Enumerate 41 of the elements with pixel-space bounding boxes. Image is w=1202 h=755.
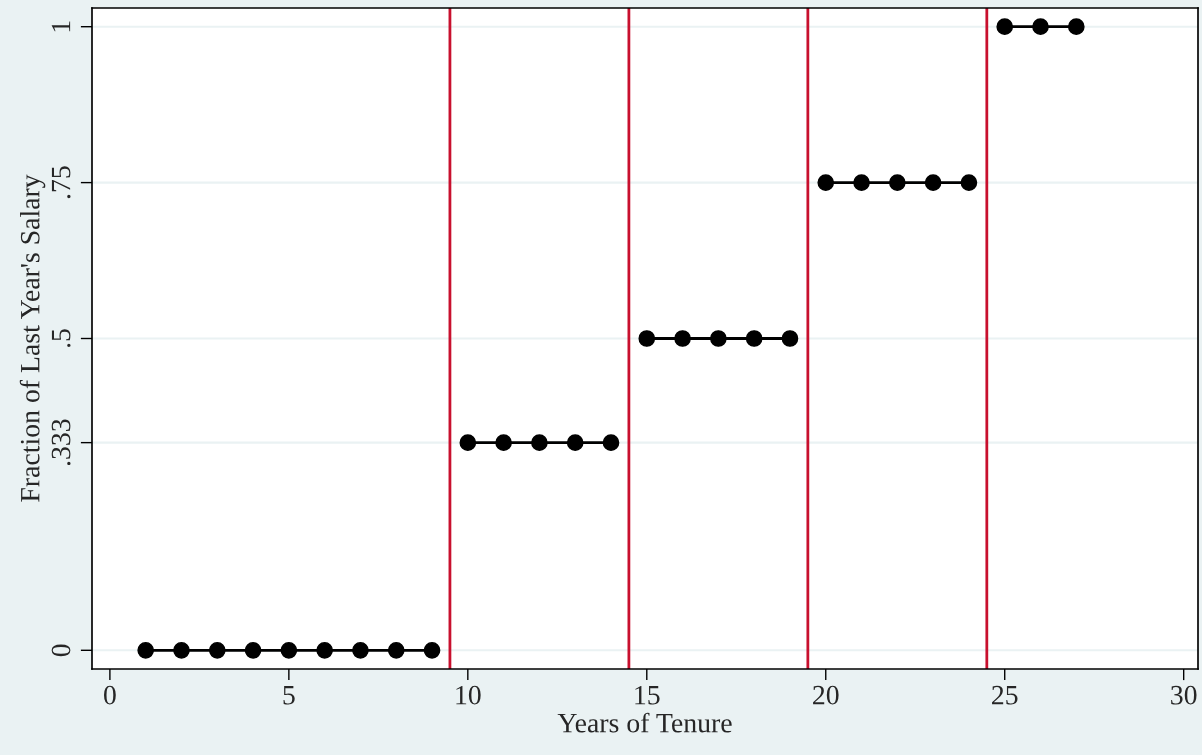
point xyxy=(1032,18,1049,36)
point xyxy=(244,641,262,659)
x-axis-title: Years of Tenure xyxy=(557,712,732,733)
point xyxy=(745,330,763,347)
x-tick-label: 25 xyxy=(992,685,1018,705)
point xyxy=(137,641,155,659)
point xyxy=(960,174,978,191)
point xyxy=(889,174,906,191)
point xyxy=(817,174,835,191)
point xyxy=(459,434,477,451)
y-tick-label: 0 xyxy=(51,644,71,657)
y-tick-label: .5 xyxy=(51,329,71,348)
point xyxy=(602,434,620,451)
point xyxy=(387,641,405,659)
point xyxy=(316,641,333,659)
point xyxy=(423,641,441,659)
point xyxy=(566,434,584,451)
y-tick-label: .75 xyxy=(51,166,71,199)
point xyxy=(531,434,548,451)
point xyxy=(924,174,942,191)
point xyxy=(638,330,656,347)
x-tick-label: 15 xyxy=(635,685,660,705)
point xyxy=(674,330,691,347)
x-tick-label: 10 xyxy=(456,685,481,705)
point xyxy=(352,641,369,659)
point xyxy=(208,641,226,659)
x-tick-label: 5 xyxy=(283,686,295,705)
point xyxy=(996,18,1014,36)
y-tick-label: .333 xyxy=(51,419,71,466)
point xyxy=(710,330,727,347)
y-axis-title: Fraction of Last Year's Salary xyxy=(19,174,46,502)
x-tick-label: 30 xyxy=(1171,685,1197,705)
point xyxy=(280,641,298,659)
point xyxy=(495,434,512,451)
point xyxy=(781,330,799,347)
x-tick-label: 20 xyxy=(813,685,839,705)
point xyxy=(1067,18,1085,36)
y-tick-label: 1 xyxy=(51,21,71,32)
point xyxy=(173,641,190,659)
x-tick-label: 0 xyxy=(104,685,116,705)
point xyxy=(853,174,870,191)
